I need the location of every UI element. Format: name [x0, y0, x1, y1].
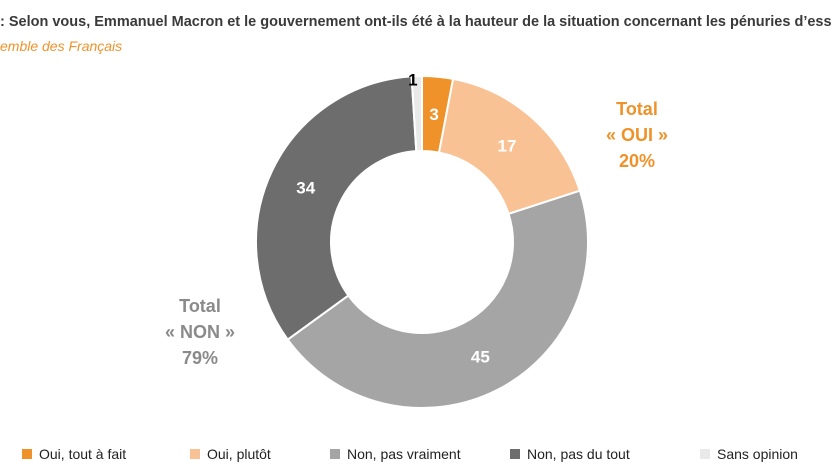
donut-slice-2	[286, 189, 589, 409]
legend-item-2: Non, pas vraiment	[330, 446, 461, 462]
slice-value-label-1: 17	[498, 137, 517, 156]
legend-label-4: Sans opinion	[717, 446, 798, 462]
chart-base-population: emble des Français	[0, 38, 123, 54]
legend-label-1: Oui, plutôt	[207, 446, 271, 462]
legend-item-1: Oui, plutôt	[190, 446, 271, 462]
total-oui-line1: Total	[616, 99, 658, 119]
legend-swatch-1	[190, 449, 200, 459]
legend-item-0: Oui, tout à fait	[22, 446, 126, 462]
total-non-line2: « NON »	[164, 322, 236, 342]
total-non-line1: Total	[179, 296, 221, 316]
legend-swatch-4	[700, 449, 710, 459]
total-non-line3: 79%	[181, 348, 219, 368]
donut-slice-4	[410, 74, 423, 153]
donut-chart: 3 17 45 34 1	[255, 71, 589, 409]
slice-value-label-0: 3	[429, 105, 438, 124]
slice-value-label-3: 34	[296, 178, 315, 197]
total-oui-line3: 20%	[618, 151, 656, 171]
slice-value-label-2: 45	[471, 347, 490, 366]
legend-item-3: Non, pas du tout	[510, 446, 630, 462]
legend-swatch-0	[22, 449, 32, 459]
chart-question: : Selon vous, Emmanuel Macron et le gouv…	[0, 14, 832, 30]
legend-label-0: Oui, tout à fait	[39, 446, 127, 462]
total-oui-annotation: Total « OUI » 20%	[582, 96, 692, 174]
donut-slice-3	[255, 75, 418, 341]
legend-label-3: Non, pas du tout	[527, 446, 630, 462]
legend-label-2: Non, pas vraiment	[347, 446, 461, 462]
total-oui-line2: « OUI »	[605, 125, 669, 145]
legend-swatch-3	[510, 449, 520, 459]
legend-swatch-2	[330, 449, 340, 459]
slice-value-label-4: 1	[408, 71, 417, 90]
legend-item-4: Sans opinion	[700, 446, 798, 462]
total-non-annotation: Total « NON » 79%	[140, 293, 260, 371]
